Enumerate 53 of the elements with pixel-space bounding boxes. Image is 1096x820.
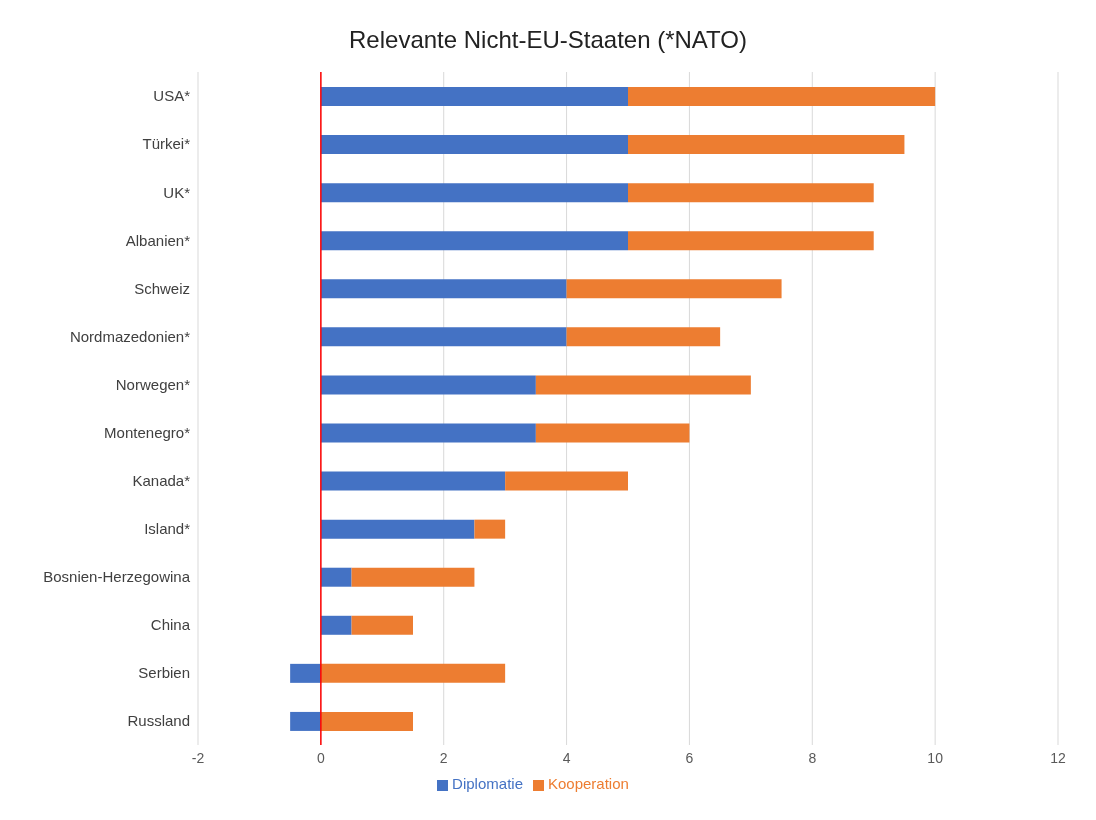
x-tick-label: 4: [562, 749, 571, 766]
bar: [320, 615, 352, 635]
bar: [474, 519, 506, 539]
x-tick-label: 2: [439, 749, 448, 766]
y-tick-label: Türkei*: [142, 135, 191, 153]
y-tick-label: Montenegro*: [104, 423, 191, 441]
bar: [320, 183, 628, 203]
bar: [566, 327, 721, 347]
bar: [351, 615, 413, 635]
bar: [320, 87, 628, 106]
y-tick-label: Albanien*: [125, 231, 191, 249]
bar: [290, 663, 321, 683]
bar: [628, 231, 874, 251]
bar: [320, 279, 567, 299]
x-tick-label: 0: [316, 749, 325, 766]
y-tick-label: USA*: [153, 87, 191, 105]
bar: [320, 327, 567, 347]
bar: [628, 183, 874, 203]
bar: [320, 375, 536, 395]
y-tick-label: Serbien: [138, 664, 190, 682]
bar: [320, 471, 506, 491]
bar: [535, 423, 690, 443]
x-tick-label: 8: [808, 749, 817, 766]
bar: [290, 711, 321, 731]
bar: [320, 231, 628, 251]
bar: [320, 663, 506, 683]
x-tick-label: 6: [685, 749, 694, 766]
bar: [320, 135, 628, 155]
x-tick-label: 10: [927, 749, 944, 766]
bar: [535, 375, 751, 395]
bar: [628, 135, 905, 155]
y-tick-label: Island*: [144, 520, 191, 537]
bar: [320, 567, 352, 587]
bar: [320, 711, 413, 731]
bar: [320, 519, 475, 539]
x-tick-label: -2: [191, 749, 205, 766]
y-tick-label: Nordmazedonien*: [69, 327, 191, 345]
bar: [505, 471, 628, 491]
y-tick-label: Kanada*: [132, 471, 191, 489]
bar: [351, 567, 475, 587]
x-tick-label: 12: [1050, 749, 1066, 766]
bar: [566, 279, 782, 299]
legend-label: Diplomatie: [452, 775, 523, 792]
y-tick-label: Norwegen*: [115, 375, 191, 393]
bar: [320, 423, 536, 443]
y-tick-label: Schweiz: [134, 279, 190, 297]
y-tick-label: UK*: [163, 183, 191, 201]
legend-label: Kooperation: [547, 775, 629, 792]
y-tick-label: Bosnien-Herzegowina: [43, 568, 191, 586]
bar: [628, 87, 936, 106]
y-tick-label: Russland: [127, 712, 190, 730]
chart-title: Relevante Nicht-EU-Staaten (*NATO): [348, 25, 748, 55]
y-tick-label: China: [150, 616, 191, 634]
